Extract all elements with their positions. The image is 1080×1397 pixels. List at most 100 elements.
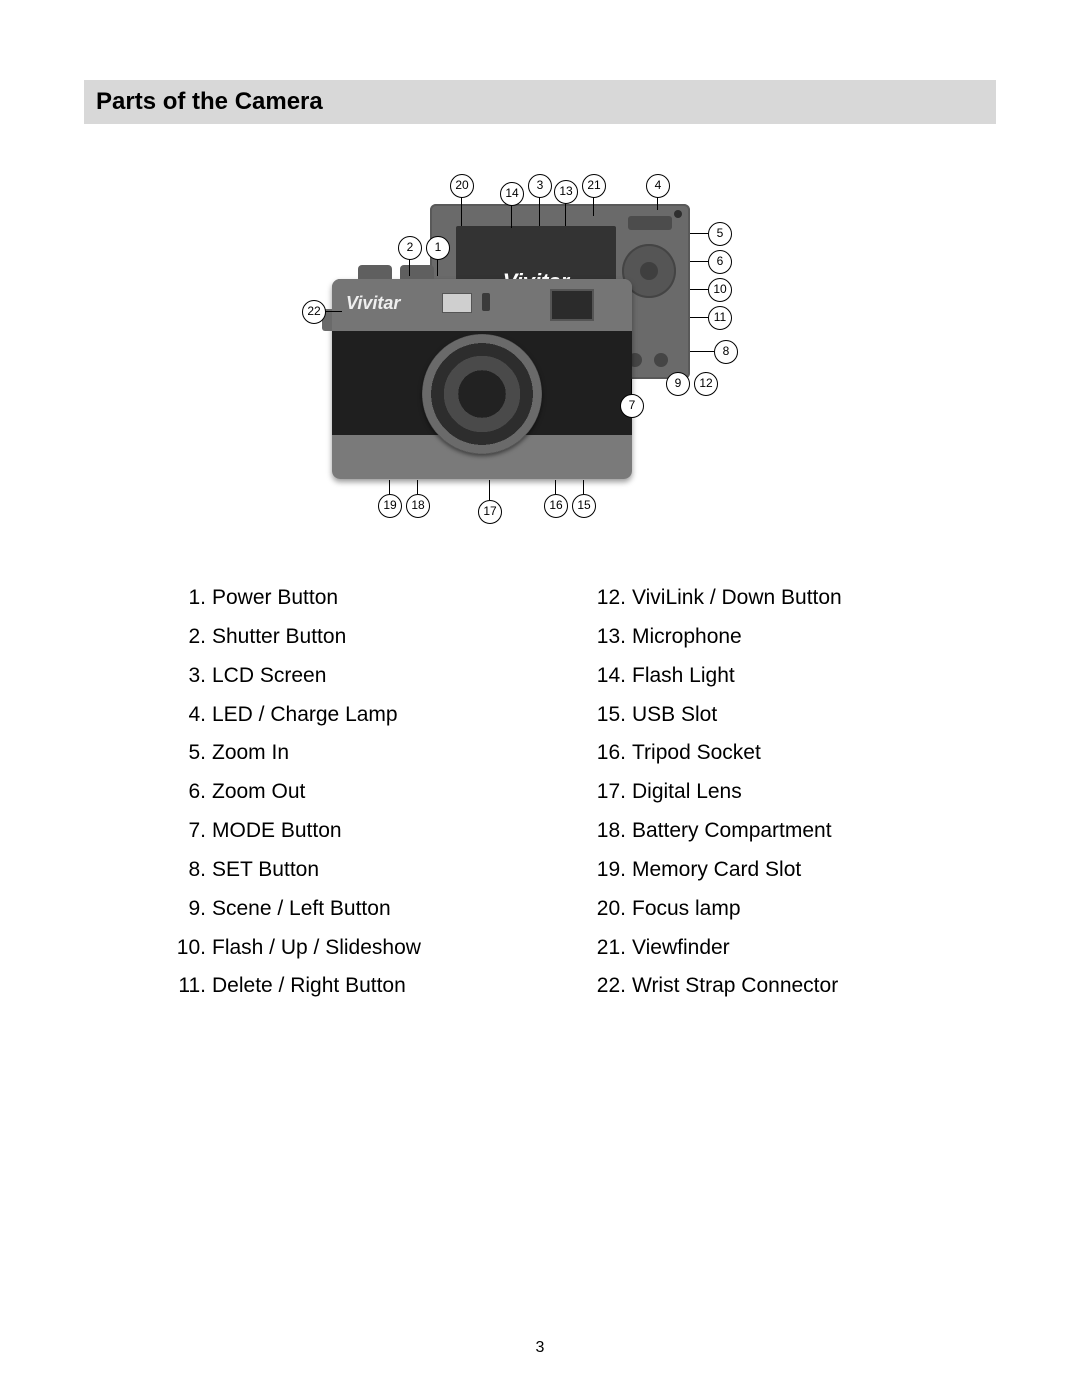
callout-10: 10 [708,278,732,302]
zoom-rocker [628,216,672,230]
part-row: 14Flash Light [590,657,910,696]
brand-front: Vivitar [346,293,400,314]
leader-line [409,258,410,276]
callout-20: 20 [450,174,474,198]
parts-column-right: 12ViviLink / Down Button13Microphone14Fl… [590,579,910,1006]
camera-front-view: Vivitar [332,279,632,479]
section-header: Parts of the Camera [84,80,996,124]
part-number: 4 [170,696,212,735]
leader-line [511,204,512,228]
part-label: ViviLink / Down Button [632,579,842,618]
part-number: 22 [590,967,632,1006]
callout-9: 9 [666,372,690,396]
part-label: Power Button [212,579,338,618]
part-label: LED / Charge Lamp [212,696,398,735]
callout-11: 11 [708,306,732,330]
part-row: 5Zoom In [170,734,490,773]
leader-line [417,480,418,494]
part-row: 15USB Slot [590,696,910,735]
callout-1: 1 [426,236,450,260]
parts-column-left: 1Power Button2Shutter Button3LCD Screen4… [170,579,490,1006]
leader-line [657,196,658,210]
leader-line [324,311,342,312]
callout-8: 8 [714,340,738,364]
part-row: 4LED / Charge Lamp [170,696,490,735]
part-row: 7MODE Button [170,812,490,851]
leader-line [690,317,708,318]
part-label: Shutter Button [212,618,346,657]
part-number: 9 [170,890,212,929]
microphone [482,293,490,311]
part-row: 17Digital Lens [590,773,910,812]
part-row: 3LCD Screen [170,657,490,696]
callout-2: 2 [398,236,422,260]
leader-line [583,480,584,494]
section-title: Parts of the Camera [96,88,323,115]
part-row: 16Tripod Socket [590,734,910,773]
set-button-shape [654,353,668,367]
part-label: Memory Card Slot [632,851,801,890]
leader-line [690,289,708,290]
flash-light [442,293,472,313]
part-row: 18Battery Compartment [590,812,910,851]
part-label: Zoom In [212,734,289,773]
part-row: 21Viewfinder [590,929,910,968]
part-row: 9Scene / Left Button [170,890,490,929]
leader-line [437,258,438,276]
part-row: 12ViviLink / Down Button [590,579,910,618]
part-number: 21 [590,929,632,968]
callout-17: 17 [478,500,502,524]
part-number: 10 [170,929,212,968]
leader-line [539,196,540,226]
part-row: 19Memory Card Slot [590,851,910,890]
callout-14: 14 [500,182,524,206]
charge-led [674,210,682,218]
leader-line [489,480,490,500]
callout-4: 4 [646,174,670,198]
part-number: 17 [590,773,632,812]
part-number: 16 [590,734,632,773]
part-number: 13 [590,618,632,657]
part-row: 13Microphone [590,618,910,657]
parts-list: 1Power Button2Shutter Button3LCD Screen4… [84,579,996,1006]
callout-19: 19 [378,494,402,518]
page-number: 3 [0,1339,1080,1357]
callout-6: 6 [708,250,732,274]
part-label: Flash / Up / Slideshow [212,929,421,968]
leader-line [631,379,632,394]
callout-12: 12 [694,372,718,396]
part-number: 7 [170,812,212,851]
part-number: 20 [590,890,632,929]
part-label: USB Slot [632,696,717,735]
part-label: Delete / Right Button [212,967,406,1006]
callout-22: 22 [302,300,326,324]
part-label: Battery Compartment [632,812,832,851]
part-number: 8 [170,851,212,890]
part-label: Zoom Out [212,773,305,812]
callout-21: 21 [582,174,606,198]
part-number: 1 [170,579,212,618]
manual-page: Parts of the Camera Vivitar we make it e… [0,0,1080,1397]
part-number: 3 [170,657,212,696]
part-number: 14 [590,657,632,696]
part-number: 5 [170,734,212,773]
callout-16: 16 [544,494,568,518]
leader-line [555,480,556,494]
callout-3: 3 [528,174,552,198]
leader-line [565,202,566,226]
leader-line [690,351,714,352]
leader-line [690,233,708,234]
part-row: 22Wrist Strap Connector [590,967,910,1006]
part-number: 11 [170,967,212,1006]
callout-7: 7 [620,394,644,418]
part-label: Viewfinder [632,929,730,968]
part-label: MODE Button [212,812,342,851]
camera-diagram: Vivitar we make it easy Vivitar [310,174,770,534]
part-row: 6Zoom Out [170,773,490,812]
leader-line [690,261,708,262]
part-number: 12 [590,579,632,618]
part-row: 11Delete / Right Button [170,967,490,1006]
leader-line [593,196,594,216]
leader-line [461,196,462,226]
part-row: 10Flash / Up / Slideshow [170,929,490,968]
